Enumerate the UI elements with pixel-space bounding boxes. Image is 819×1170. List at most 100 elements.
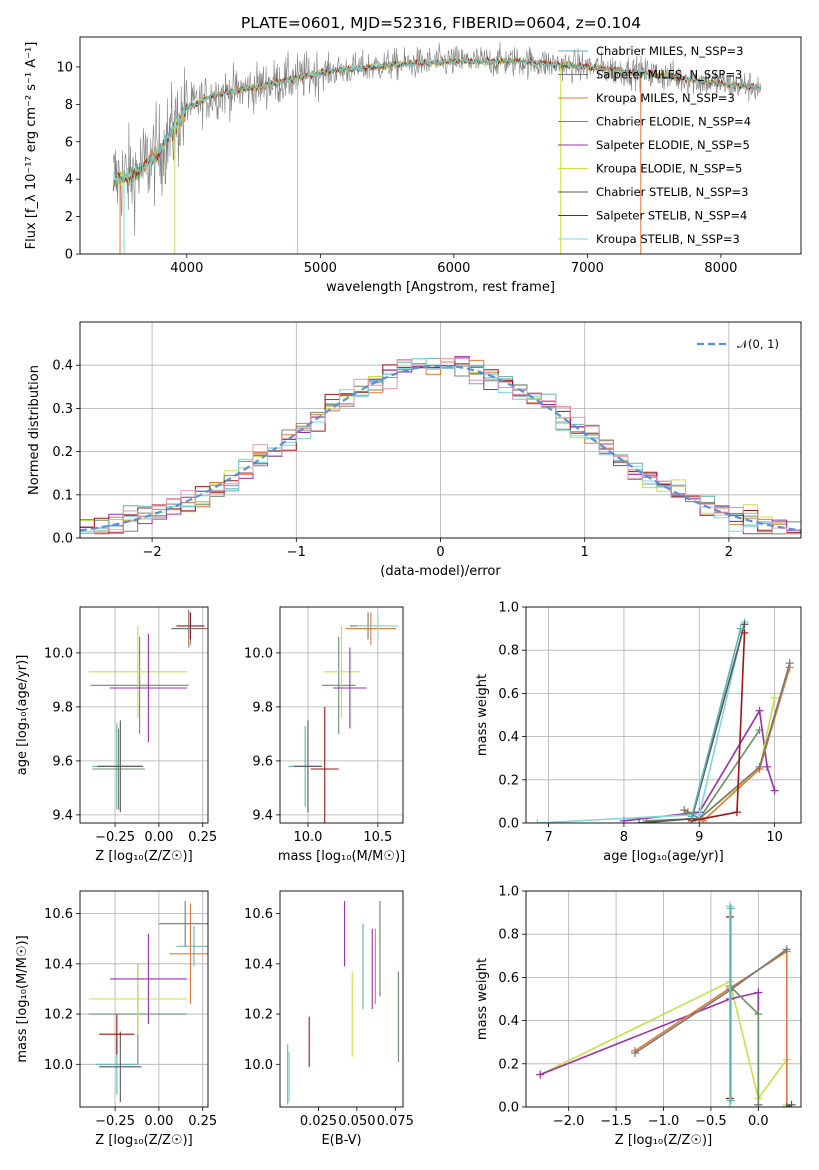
x-tick-label: 2 — [725, 545, 733, 560]
mass-weight-line — [537, 621, 746, 823]
x-tick-label: 7 — [544, 830, 552, 845]
mass-weight-marker — [785, 659, 794, 668]
mass-weight-marker — [687, 812, 696, 821]
mass-weight-marker — [533, 819, 542, 823]
y-tick-label: 0.2 — [498, 773, 519, 788]
y-tick-label: 0.8 — [498, 644, 519, 659]
panel-mass_ebv: 0.025 0.050 0.075 10.0 10.2 10.4 10.6 E(B-V) — [244, 890, 414, 1148]
mass-weight-marker — [754, 1010, 763, 1019]
legend-label: Salpeter STELIB, N_SSP=4 — [596, 209, 747, 223]
axes-frame — [525, 606, 802, 824]
mass-weight-marker — [726, 904, 735, 913]
panel-age_z: −0.25 0.00 0.25 9.4 9.6 9.8 10.0 Z [log₁₀(Z/Z☉)… — [15, 606, 217, 864]
y-tick-label: 4 — [65, 173, 73, 188]
x-tick-label: 4000 — [170, 261, 203, 276]
y-tick-label: 2 — [65, 210, 73, 225]
y-axis-label: mass weight — [475, 674, 490, 756]
y-tick-label: 9.6 — [52, 754, 73, 769]
x-tick-label: 10.0 — [293, 830, 322, 845]
plot-area — [287, 901, 399, 1105]
plot-area — [80, 322, 801, 538]
y-tick-label: 0.4 — [498, 730, 519, 745]
y-tick-label: 0.4 — [498, 1014, 519, 1029]
x-axis-label: Z [log₁₀(Z/Z☉)] — [95, 1133, 192, 1148]
legend-label: Chabrier MILES, N_SSP=3 — [596, 44, 743, 58]
plot-area — [80, 607, 208, 823]
spectrum-data-line — [113, 41, 761, 236]
y-axis-label: mass weight — [475, 958, 490, 1040]
x-tick-label: 5000 — [304, 261, 337, 276]
x-tick-label: −1.5 — [600, 1114, 632, 1129]
y-tick-label: 10.0 — [244, 1058, 273, 1073]
axes-frame — [79, 606, 209, 824]
plot-area — [112, 41, 762, 254]
y-tick-label: 9.4 — [252, 808, 273, 823]
x-axis-label: E(B-V) — [321, 1133, 361, 1148]
y-tick-label: 9.8 — [52, 700, 73, 715]
y-tick-label: 0.4 — [52, 359, 73, 374]
mass-weight-marker — [755, 706, 764, 715]
x-tick-label: 0.00 — [144, 1114, 173, 1129]
mass-weight-marker — [740, 620, 749, 629]
axes-frame — [525, 890, 802, 1108]
panel-age_mass: 10.0 10.5 9.4 9.6 9.8 10.0 mass [log₁₀(M/M☉)] — [244, 606, 405, 864]
y-tick-label: 0.3 — [52, 402, 73, 417]
axes-frame — [79, 890, 209, 1108]
mass-weight-marker — [754, 1100, 763, 1107]
y-tick-label: 10.6 — [244, 907, 273, 922]
y-tick-label: 0.0 — [498, 817, 519, 832]
y-tick-label: 1.0 — [498, 885, 519, 900]
legend-label: Chabrier ELODIE, N_SSP=4 — [596, 115, 751, 129]
y-axis-label: age [log₁₀(age/yr)] — [15, 655, 30, 776]
y-tick-label: 10 — [56, 60, 73, 75]
mass-weight-marker — [680, 806, 689, 815]
y-tick-label: 10.0 — [44, 646, 73, 661]
mass-weight-marker — [732, 808, 741, 817]
x-tick-label: 10.5 — [363, 830, 392, 845]
y-tick-label: 1.0 — [498, 601, 519, 616]
y-tick-label: 0.6 — [498, 971, 519, 986]
axes-frame — [279, 606, 404, 824]
axes-frame — [79, 321, 802, 539]
legend-label: Kroupa STELIB, N_SSP=3 — [596, 232, 740, 246]
y-tick-label: 10.6 — [44, 907, 73, 922]
y-tick-label: 10.0 — [244, 646, 273, 661]
y-tick-label: 9.4 — [52, 808, 73, 823]
y-tick-label: 0.2 — [52, 445, 73, 460]
x-tick-label: 0.050 — [338, 1114, 375, 1129]
plot-area — [80, 891, 208, 1107]
x-axis-label: Z [log₁₀(Z/Z☉)] — [95, 849, 192, 864]
x-tick-label: 0.25 — [188, 830, 217, 845]
mass-weight-marker — [770, 693, 779, 702]
y-tick-label: 10.2 — [244, 1008, 273, 1023]
x-tick-label: 7000 — [571, 261, 604, 276]
y-tick-label: 0.1 — [52, 488, 73, 503]
mass-weight-marker — [736, 624, 745, 633]
normal-reference-line — [80, 364, 801, 532]
figure-title: PLATE=0601, MJD=52316, FIBERID=0604, z=0… — [241, 14, 641, 32]
x-tick-label: 0 — [436, 545, 444, 560]
y-axis-label: Normed distribution — [27, 365, 42, 495]
x-tick-label: 0.0 — [748, 1114, 769, 1129]
mass-weight-marker — [536, 1070, 545, 1079]
mass-weight-line — [539, 991, 760, 1105]
legend-label: 𝒩(0, 1) — [737, 337, 779, 351]
mass-weight-marker — [725, 902, 734, 911]
plot-area — [526, 607, 801, 823]
x-tick-label: −0.25 — [95, 1114, 135, 1129]
x-tick-label: 1 — [581, 545, 589, 560]
legend-label: Salpeter ELODIE, N_SSP=5 — [596, 138, 750, 152]
legend-label: Chabrier STELIB, N_SSP=3 — [596, 185, 748, 199]
x-tick-label: 10 — [766, 830, 783, 845]
x-tick-label: 9 — [695, 830, 703, 845]
axes-frame — [79, 36, 802, 255]
x-tick-label: −1.0 — [648, 1114, 680, 1129]
y-tick-label: 0.0 — [52, 532, 73, 547]
plot-area — [280, 607, 403, 823]
panel-spectrum: 4000 5000 6000 7000 8000 0 2 4 6 8 10 wavelength [A… — [24, 36, 802, 295]
y-tick-label: 9.6 — [252, 754, 273, 769]
mass-weight-marker — [770, 786, 779, 795]
x-tick-label: 8 — [620, 830, 628, 845]
panel-weight_z: −2.0 −1.5 −1.0 −0.5 0.0 0.0 0.2 0.4 0.6 0.8 1.0 Z [… — [475, 885, 802, 1148]
